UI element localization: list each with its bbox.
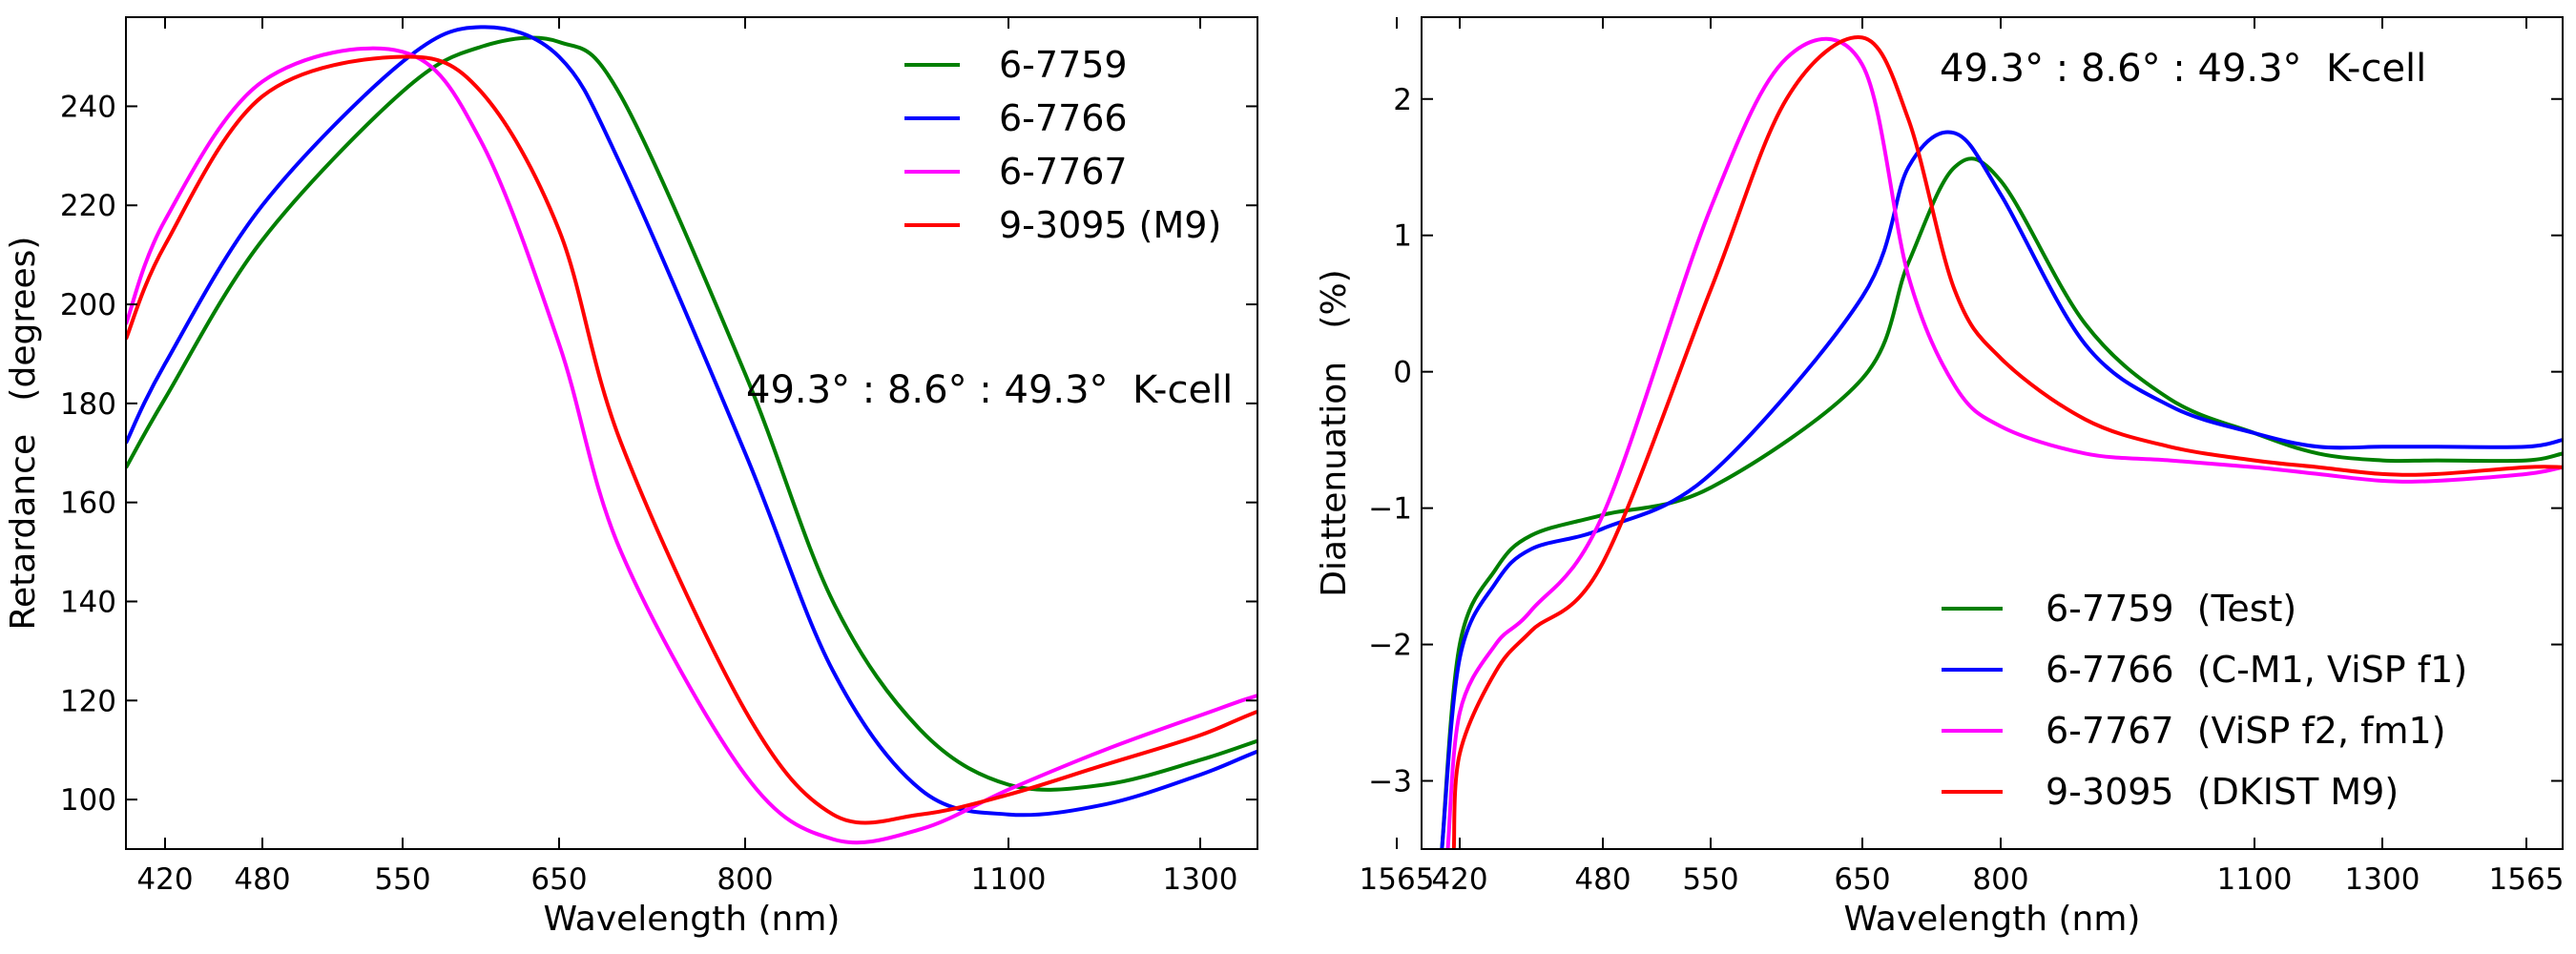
right-y-tick-label-3: 0 (1393, 356, 1412, 390)
left-plot-frame (125, 16, 1258, 850)
left-x-tick-label-5: 1100 (971, 862, 1047, 897)
left-x-tick-label-2: 550 (374, 862, 430, 897)
left-y-axis-label: Retardance (degrees) (4, 237, 43, 631)
left-x-tick-label-7: 1565 (1360, 862, 1435, 897)
right-x-tick-label-5: 1100 (2217, 862, 2293, 897)
left-series-line-3 (126, 54, 1257, 825)
left-legend-label-1: 6-7766 (999, 97, 1128, 139)
right-y-tick-label-0: −3 (1368, 765, 1412, 799)
left-y-tick-label-5: 200 (60, 288, 116, 322)
left-x-axis-label: Wavelength (nm) (544, 900, 841, 939)
left-x-tick-label-0: 420 (136, 862, 193, 897)
right-legend-label-0: 6-7759 (Test) (2046, 588, 2296, 630)
left-y-tick-label-1: 120 (60, 684, 116, 718)
left-x-tick-label-1: 480 (234, 862, 290, 897)
left-legend-label-0: 6-7759 (999, 44, 1128, 86)
right-chart-diattenuation: 420 480 550 650 800 1100 1300 1565 −3 −2 −1 0 1 2 Wave… (1315, 16, 2565, 939)
left-legend: 6-7759 6-7766 6-7767 9-3095 (M9) (904, 44, 1221, 246)
left-x-tick-label-3: 650 (530, 862, 587, 897)
left-series-line-2 (126, 46, 1257, 845)
right-series-line-1 (1440, 130, 2563, 849)
right-x-tick-label-1: 480 (1574, 862, 1631, 897)
right-y-tick-label-1: −2 (1368, 629, 1412, 663)
left-legend-label-3: 9-3095 (M9) (999, 204, 1221, 246)
right-y-tick-label-2: −1 (1368, 492, 1412, 527)
left-y-tick-label-3: 160 (60, 487, 116, 521)
left-y-tick-label-6: 220 (60, 189, 116, 223)
right-y-axis-label: Diattenuation (%) (1315, 269, 1354, 596)
left-chart-retardance: 420 480 550 650 800 1100 1300 15651001201401601… (4, 16, 1435, 939)
left-x-tick-label-6: 1300 (1163, 862, 1238, 897)
right-y-tick-label-4: 1 (1393, 219, 1412, 254)
right-x-tick-label-4: 800 (1972, 862, 2028, 897)
left-series-line-0 (126, 35, 1257, 792)
right-y-tick-label-5: 2 (1393, 83, 1412, 117)
left-series-group (126, 25, 1257, 845)
left-y-tick-label-4: 180 (60, 387, 116, 422)
right-legend-label-3: 9-3095 (DKIST M9) (2046, 771, 2399, 813)
left-legend-label-2: 6-7767 (999, 151, 1128, 193)
right-x-tick-label-2: 550 (1682, 862, 1738, 897)
right-x-tick-label-7: 1565 (2489, 862, 2565, 897)
right-plot-frame (1421, 16, 2564, 850)
right-series-line-0 (1440, 156, 2563, 849)
right-annotation: 49.3° : 8.6° : 49.3° K-cell (1940, 47, 2426, 91)
right-series-line-2 (1445, 36, 2563, 849)
left-y-tick-label-0: 100 (60, 783, 116, 818)
right-x-axis-label: Wavelength (nm) (1844, 900, 2141, 939)
right-x-tick-label-3: 650 (1834, 862, 1890, 897)
left-series-line-1 (126, 25, 1257, 818)
left-annotation: 49.3° : 8.6° : 49.3° K-cell (746, 368, 1233, 412)
right-x-tick-label-0: 420 (1431, 862, 1487, 897)
right-series-line-3 (1451, 35, 2563, 849)
right-legend-label-1: 6-7766 (C-M1, ViSP f1) (2046, 649, 2467, 691)
left-x-tick-label-4: 800 (717, 862, 773, 897)
left-y-tick-label-7: 240 (60, 90, 116, 124)
right-legend-label-2: 6-7767 (ViSP f2, fm1) (2046, 710, 2446, 752)
right-series-group (1440, 35, 2563, 849)
right-legend: 6-7759 (Test) 6-7766 (C-M1, ViSP f1) 6-776… (1942, 588, 2467, 813)
left-y-tick-label-2: 140 (60, 585, 116, 619)
right-x-tick-label-6: 1300 (2345, 862, 2420, 897)
